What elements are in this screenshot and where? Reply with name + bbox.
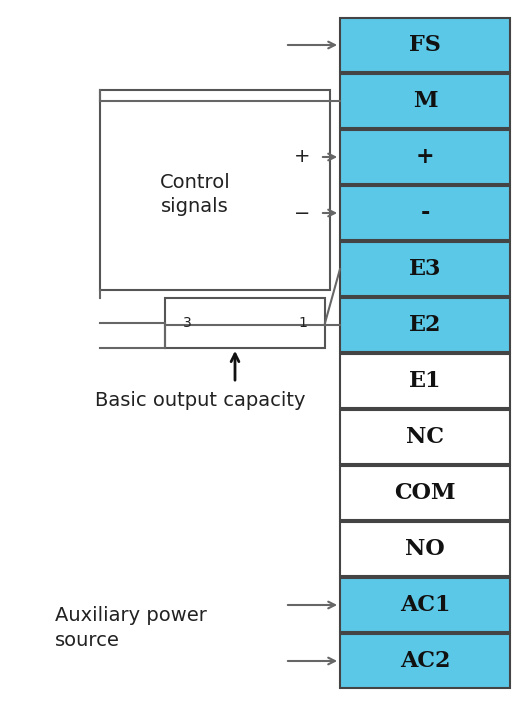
- Bar: [340, 410, 510, 464]
- Text: E2: E2: [409, 314, 441, 336]
- Text: +: +: [415, 146, 434, 168]
- Bar: [340, 522, 510, 576]
- Text: Control: Control: [160, 172, 230, 192]
- Text: NO: NO: [405, 538, 445, 560]
- Text: COM: COM: [394, 482, 456, 504]
- Bar: [100, 90, 330, 290]
- Text: −: −: [294, 204, 310, 222]
- Text: M: M: [413, 90, 437, 112]
- Bar: [340, 634, 510, 688]
- Text: E3: E3: [409, 258, 441, 280]
- Text: NC: NC: [406, 426, 444, 448]
- Text: -: -: [420, 202, 430, 224]
- Bar: [340, 242, 510, 296]
- Text: Auxiliary power
source: Auxiliary power source: [55, 606, 207, 650]
- Bar: [340, 466, 510, 520]
- Text: AC1: AC1: [400, 594, 450, 616]
- Text: +: +: [294, 147, 310, 167]
- Text: 3: 3: [182, 316, 192, 330]
- Bar: [340, 186, 510, 240]
- Text: signals: signals: [161, 197, 229, 215]
- Text: FS: FS: [409, 34, 441, 56]
- Bar: [340, 578, 510, 632]
- Bar: [340, 18, 510, 72]
- Bar: [340, 74, 510, 128]
- Bar: [340, 354, 510, 408]
- Bar: [340, 130, 510, 184]
- Text: Basic output capacity: Basic output capacity: [95, 391, 305, 410]
- Bar: [340, 298, 510, 352]
- Text: E1: E1: [409, 370, 441, 392]
- Text: 1: 1: [298, 316, 307, 330]
- Text: AC2: AC2: [400, 650, 450, 672]
- Bar: [165, 298, 325, 348]
